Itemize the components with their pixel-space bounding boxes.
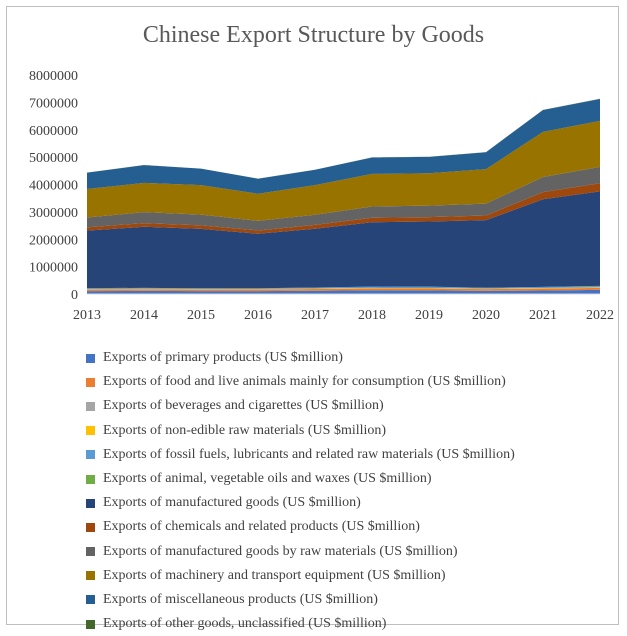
legend-item: Exports of food and live animals mainly … xyxy=(86,370,515,394)
legend-swatch xyxy=(86,547,95,557)
legend: Exports of primary products (US $million… xyxy=(86,346,515,636)
area-series-10 xyxy=(87,120,600,221)
legend-item: Exports of beverages and cigarettes (US … xyxy=(86,394,515,418)
x-tick-label: 2014 xyxy=(130,308,158,323)
x-tick-label: 2016 xyxy=(244,308,272,323)
legend-label: Exports of animal, vegetable oils and wa… xyxy=(103,471,432,487)
y-tick-label: 8000000 xyxy=(29,69,78,84)
chart-title: Chinese Export Structure by Goods xyxy=(142,22,485,48)
x-tick-label: 2015 xyxy=(187,308,215,323)
x-tick-label: 2017 xyxy=(301,308,329,323)
y-tick-label: 0 xyxy=(71,288,78,303)
legend-swatch xyxy=(86,498,95,508)
legend-swatch xyxy=(86,474,95,484)
legend-item: Exports of primary products (US $million… xyxy=(86,346,515,370)
x-tick-label: 2020 xyxy=(472,308,500,323)
y-tick-label: 3000000 xyxy=(29,206,78,221)
legend-item: Exports of manufactured goods by raw mat… xyxy=(86,540,515,564)
legend-item: Exports of animal, vegetable oils and wa… xyxy=(86,467,515,491)
legend-swatch xyxy=(86,595,95,605)
x-tick-label: 2018 xyxy=(358,308,386,323)
legend-label: Exports of primary products (US $million… xyxy=(103,350,343,366)
legend-label: Exports of fossil fuels, lubricants and … xyxy=(103,446,515,462)
y-tick-label: 2000000 xyxy=(29,233,78,248)
area-series-7 xyxy=(87,191,600,289)
legend-item: Exports of machinery and transport equip… xyxy=(86,564,515,588)
x-tick-label: 2021 xyxy=(529,308,557,323)
x-tick-label: 2022 xyxy=(586,308,614,323)
legend-swatch xyxy=(86,522,95,532)
legend-swatch xyxy=(86,353,95,363)
legend-item: Exports of other goods, unclassified (US… xyxy=(86,612,515,636)
y-tick-label: 5000000 xyxy=(29,151,78,166)
legend-swatch xyxy=(86,377,95,387)
legend-label: Exports of chemicals and related product… xyxy=(103,519,420,535)
area-series-8 xyxy=(87,183,600,234)
area-series-11 xyxy=(87,98,600,194)
y-tick-label: 1000000 xyxy=(29,261,78,276)
legend-swatch xyxy=(86,450,95,460)
legend-item: Exports of miscellaneous products (US $m… xyxy=(86,588,515,612)
legend-item: Exports of non-edible raw materials (US … xyxy=(86,419,515,443)
y-tick-label: 4000000 xyxy=(29,179,78,194)
legend-swatch xyxy=(86,401,95,411)
legend-swatch xyxy=(86,571,95,581)
legend-item: Exports of fossil fuels, lubricants and … xyxy=(86,443,515,467)
area-series-1 xyxy=(87,289,600,294)
area-series-2 xyxy=(87,287,600,292)
legend-swatch xyxy=(86,619,95,629)
legend-label: Exports of food and live animals mainly … xyxy=(103,374,506,390)
x-tick-label: 2013 xyxy=(73,308,101,323)
legend-item: Exports of manufactured goods (US $milli… xyxy=(86,491,515,515)
legend-label: Exports of machinery and transport equip… xyxy=(103,567,446,583)
area-series-5 xyxy=(87,285,600,290)
legend-label: Exports of manufactured goods (US $milli… xyxy=(103,495,361,511)
legend-label: Exports of manufactured goods by raw mat… xyxy=(103,543,458,559)
area-series-3 xyxy=(87,287,600,290)
area-series-9 xyxy=(87,166,600,231)
y-tick-label: 7000000 xyxy=(29,96,78,111)
legend-label: Exports of beverages and cigarettes (US … xyxy=(103,398,384,414)
legend-swatch xyxy=(86,426,95,436)
legend-label: Exports of miscellaneous products (US $m… xyxy=(103,591,378,607)
chart-frame xyxy=(6,6,619,625)
legend-item: Exports of chemicals and related product… xyxy=(86,515,515,539)
y-tick-label: 6000000 xyxy=(29,124,78,139)
x-tick-label: 2019 xyxy=(415,308,443,323)
plot-area: 0 1000000 2000000 3000000 4000000 5000000 6000… xyxy=(29,69,614,323)
legend-label: Exports of other goods, unclassified (US… xyxy=(103,616,387,632)
legend-label: Exports of non-edible raw materials (US … xyxy=(103,422,387,438)
area-series-4 xyxy=(87,287,600,290)
